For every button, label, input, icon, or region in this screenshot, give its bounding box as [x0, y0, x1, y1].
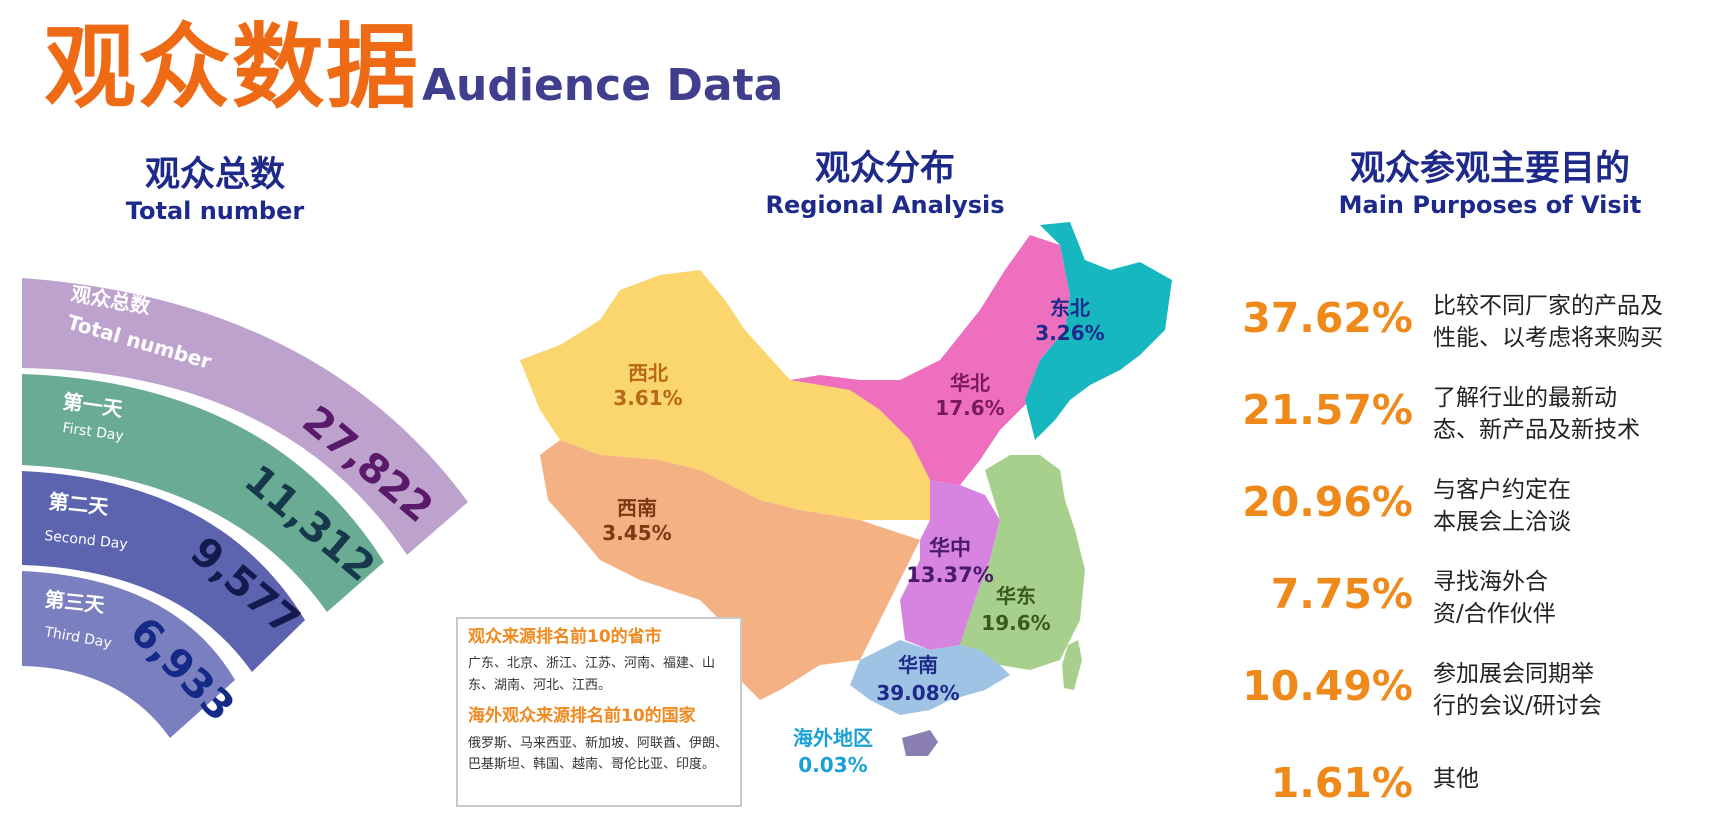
region-south — [850, 640, 1010, 715]
region-northeast-name: 东北 — [1050, 296, 1090, 320]
band-total — [22, 278, 468, 555]
purpose-desc-line1: 比较不同厂家的产品及 — [1433, 293, 1663, 319]
region-taiwan — [1062, 640, 1082, 690]
purpose-title-en: Main Purposes of Visit — [1338, 191, 1642, 219]
top-sources-box: 观众来源排名前10的省市 广东、北京、浙江、江苏、河南、福建、山东、湖南、河北、… — [456, 617, 742, 807]
purpose-item: 21.57% 了解行业的最新动 态、新产品及新技术 — [1242, 382, 1705, 452]
purpose-pct: 21.57% — [1242, 386, 1413, 434]
top-provinces-text: 广东、北京、浙江、江苏、河南、福建、山东、湖南、河北、江西。 — [468, 656, 716, 693]
purpose-desc-line1: 与客户约定在 — [1433, 477, 1571, 503]
purpose-desc-line1: 参加展会同期举 — [1433, 661, 1594, 687]
region-title-cn: 观众分布 — [814, 149, 955, 189]
band-first-day — [22, 374, 384, 612]
region-northwest-name: 西北 — [628, 361, 668, 385]
region-north-name: 华北 — [950, 371, 990, 395]
purpose-title-cn: 观众参观主要目的 — [1349, 149, 1630, 189]
top-countries-text: 俄罗斯、马来西亚、新加坡、阿联酋、伊朗、巴基斯坦、韩国、越南、哥伦比亚、印度。 — [468, 735, 729, 773]
purpose-item: 37.62% 比较不同厂家的产品及 性能、以考虑将来购买 — [1242, 290, 1705, 360]
region-east-pct: 19.6% — [981, 611, 1050, 635]
purpose-pct: 7.75% — [1270, 570, 1413, 618]
purpose-desc-line2: 资/合作伙伴 — [1433, 601, 1556, 627]
purpose-desc: 了解行业的最新动 态、新产品及新技术 — [1433, 382, 1711, 446]
purpose-item: 7.75% 寻找海外合 资/合作伙伴 — [1250, 566, 1705, 636]
total-title-cn: 观众总数 — [144, 155, 285, 195]
region-central-pct: 13.37% — [906, 563, 993, 587]
purpose-section-heading: 观众参观主要目的 Main Purposes of Visit — [1300, 149, 1680, 219]
purpose-desc: 其他 — [1433, 763, 1711, 795]
region-central-name: 华中 — [929, 536, 971, 560]
purpose-pct: 10.49% — [1242, 662, 1413, 710]
region-northeast-pct: 3.26% — [1035, 321, 1104, 345]
purpose-desc: 参加展会同期举 行的会议/研讨会 — [1433, 658, 1711, 722]
purpose-desc: 寻找海外合 资/合作伙伴 — [1433, 566, 1711, 630]
top-provinces-title: 观众来源排名前10的省市 — [468, 627, 662, 647]
purpose-desc-line2: 行的会议/研讨会 — [1433, 693, 1602, 719]
purpose-item: 10.49% 参加展会同期举 行的会议/研讨会 — [1242, 658, 1705, 728]
region-southwest-name: 西南 — [617, 496, 657, 520]
purpose-pct: 37.62% — [1242, 294, 1413, 342]
purpose-desc-line1: 寻找海外合 — [1433, 569, 1548, 595]
total-section-heading: 观众总数 Total number — [60, 155, 370, 225]
region-overseas-marker — [902, 730, 938, 756]
region-north-pct: 17.6% — [935, 396, 1004, 420]
region-overseas-name: 海外地区 — [793, 726, 873, 750]
region-south-pct: 39.08% — [876, 681, 959, 705]
purpose-item: 20.96% 与客户约定在 本展会上洽谈 — [1242, 474, 1705, 544]
region-south-name: 华南 — [898, 653, 938, 677]
region-southwest-pct: 3.45% — [602, 521, 671, 545]
region-overseas-pct: 0.03% — [798, 753, 867, 777]
band-second-day — [22, 471, 305, 672]
purpose-desc-line2: 本展会上洽谈 — [1433, 509, 1571, 535]
region-title-en: Regional Analysis — [765, 191, 1005, 219]
top-countries-title: 海外观众来源排名前10的国家 — [468, 706, 696, 727]
region-northwest-pct: 3.61% — [613, 386, 682, 410]
region-north — [790, 235, 1070, 485]
page-title-en: Audience Data — [422, 60, 784, 111]
region-southwest — [540, 440, 920, 700]
purpose-desc-line1: 了解行业的最新动 — [1433, 385, 1617, 411]
purpose-desc: 与客户约定在 本展会上洽谈 — [1433, 474, 1711, 538]
purpose-item: 1.61% 其他 — [1250, 755, 1705, 825]
region-northwest — [520, 270, 930, 520]
total-title-en: Total number — [125, 197, 305, 225]
region-east — [960, 455, 1085, 670]
region-section-heading: 观众分布 Regional Analysis — [720, 149, 1050, 219]
purpose-desc: 比较不同厂家的产品及 性能、以考虑将来购买 — [1433, 290, 1711, 354]
total-fan-chart: 观众总数 Total number 27,822 第一天 First Day 1… — [22, 278, 468, 738]
region-central — [900, 480, 1000, 650]
purpose-pct: 20.96% — [1242, 478, 1413, 526]
band-third-day — [22, 571, 235, 738]
purpose-desc-line1: 其他 — [1433, 766, 1479, 792]
purpose-desc-line2: 态、新产品及新技术 — [1433, 417, 1640, 443]
region-map: 东北 3.26% 华北 17.6% 西北 3.61% 西南 3.45% 华中 1… — [520, 222, 1172, 777]
page-title-cn: 观众数据 — [44, 14, 421, 121]
purpose-desc-line2: 性能、以考虑将来购买 — [1433, 325, 1663, 351]
region-northeast — [1025, 222, 1172, 440]
purpose-pct: 1.61% — [1270, 759, 1413, 807]
region-east-name: 华东 — [996, 584, 1036, 608]
